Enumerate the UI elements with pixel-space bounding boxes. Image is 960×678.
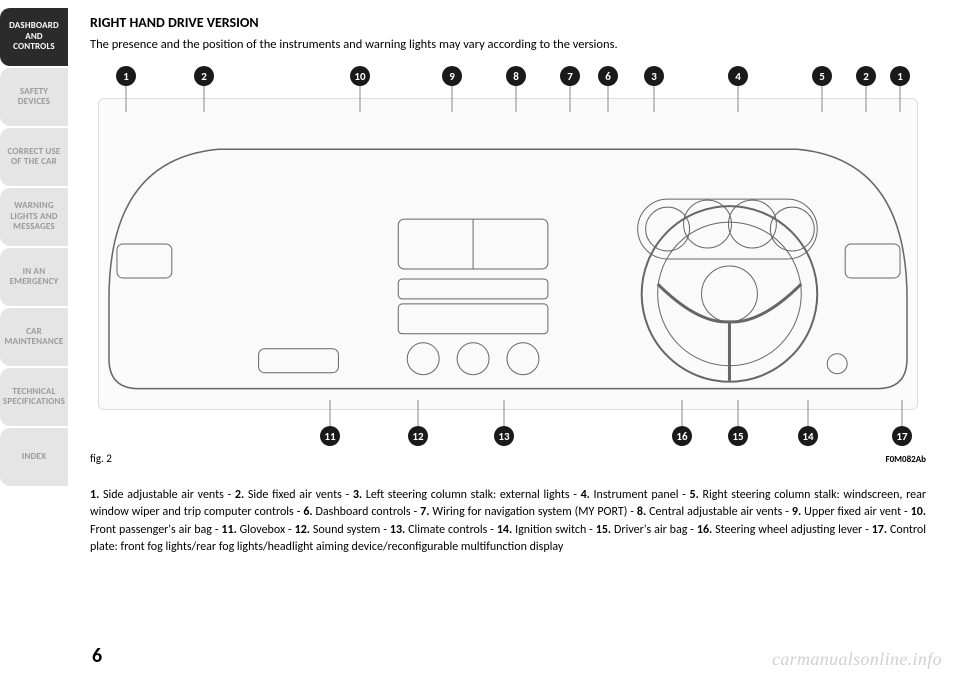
side-tab[interactable]: IN ANEMERGENCY [0, 248, 68, 306]
dashboard-diagram: 121098763452111121316151417 [98, 66, 918, 446]
side-tab[interactable]: WARNINGLIGHTS ANDMESSAGES [0, 188, 68, 246]
side-tab[interactable]: SAFETYDEVICES [0, 68, 68, 126]
figure-caption-row: fig. 2 F0M082Ab [90, 452, 926, 465]
callout-marker: 7 [560, 66, 580, 86]
section-heading: RIGHT HAND DRIVE VERSION [90, 14, 926, 31]
watermark: carmanualsonline.info [772, 649, 942, 670]
legend: 1. Side adjustable air vents - 2. Side f… [90, 487, 926, 557]
callout-marker: 1 [116, 66, 136, 86]
callout-marker: 3 [644, 66, 664, 86]
callout-marker: 4 [728, 66, 748, 86]
page-content: RIGHT HAND DRIVE VERSION The presence an… [68, 0, 960, 678]
callout-marker: 9 [442, 66, 462, 86]
callout-marker: 6 [598, 66, 618, 86]
callout-marker: 5 [812, 66, 832, 86]
callout-marker: 2 [194, 66, 214, 86]
callout-marker: 15 [728, 426, 748, 446]
figure-caption: fig. 2 [90, 452, 112, 465]
callout-marker: 11 [320, 426, 340, 446]
page-number: 6 [92, 644, 102, 668]
side-tab[interactable]: CORRECT USEOF THE CAR [0, 128, 68, 186]
side-tab[interactable]: INDEX [0, 428, 68, 486]
side-tab[interactable]: CARMAINTENANCE [0, 308, 68, 366]
callout-marker: 10 [350, 66, 370, 86]
callout-marker: 14 [798, 426, 818, 446]
callout-marker: 16 [672, 426, 692, 446]
callout-marker: 12 [408, 426, 428, 446]
section-subheading: The presence and the position of the ins… [90, 37, 926, 52]
side-tab[interactable]: DASHBOARDAND CONTROLS [0, 8, 68, 66]
dashboard-illustration [98, 98, 918, 410]
side-tab[interactable]: TECHNICALSPECIFICATIONS [0, 368, 68, 426]
callout-marker: 1 [890, 66, 910, 86]
callout-marker: 13 [494, 426, 514, 446]
figure-code: F0M082Ab [885, 454, 926, 465]
callout-marker: 2 [856, 66, 876, 86]
dashboard-svg [99, 99, 917, 409]
callout-marker: 8 [506, 66, 526, 86]
side-tabs: DASHBOARDAND CONTROLSSAFETYDEVICESCORREC… [0, 0, 68, 678]
callout-marker: 17 [892, 426, 912, 446]
